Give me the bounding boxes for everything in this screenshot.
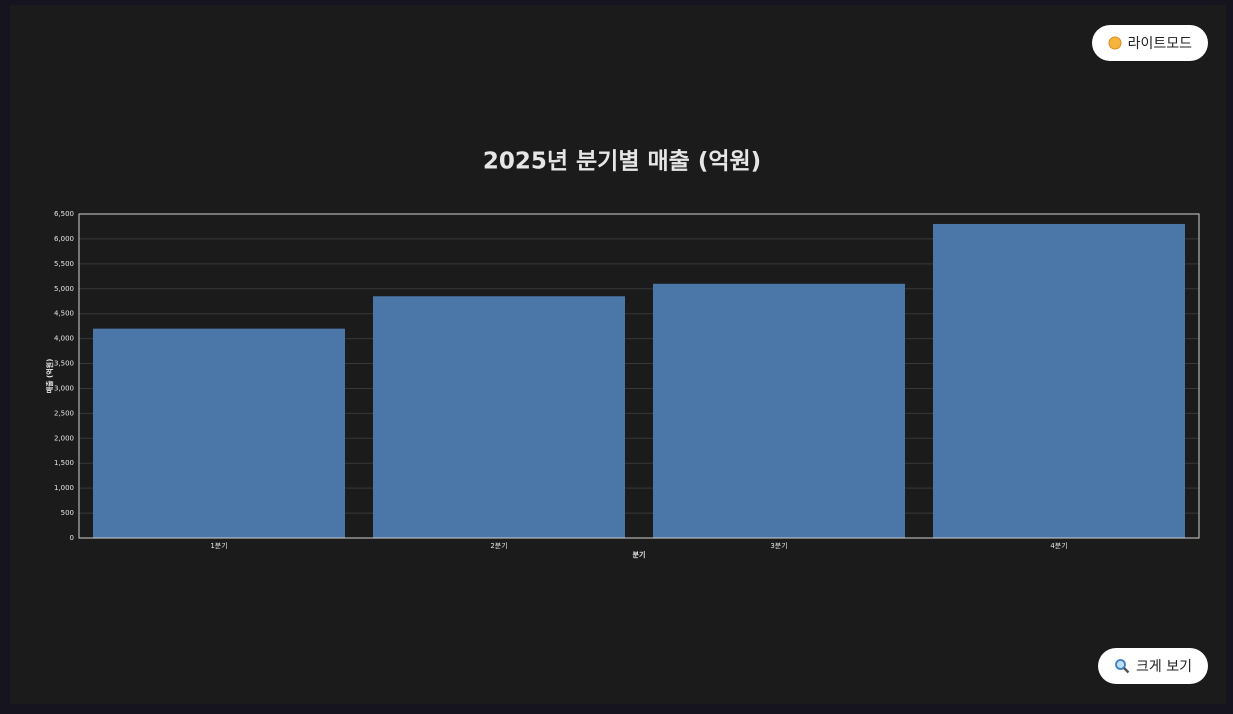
x-tick-label: 2분기 — [490, 541, 507, 550]
theme-label: 라이트모드 — [1127, 36, 1192, 52]
bar — [933, 223, 1185, 538]
bar — [93, 328, 345, 538]
y-tick-label: 3,500 — [54, 360, 74, 368]
y-tick-label: 4,000 — [54, 335, 74, 343]
bar — [653, 283, 905, 538]
y-tick-label: 2,000 — [54, 434, 74, 442]
chart: 2025년 분기별 매출 (억원) 분기 매출 (억원) 0 500 1,000 1,… — [45, 149, 1200, 559]
zoom-label: 크게 보기 — [1136, 659, 1192, 675]
sun-icon — [1108, 36, 1122, 50]
y-tick-label: 1,000 — [54, 484, 74, 492]
bar — [373, 296, 625, 538]
y-tick-label: 5,000 — [54, 285, 74, 293]
magnifier-icon — [1115, 659, 1130, 674]
zoom-button[interactable]: 크게 보기 — [1098, 648, 1208, 684]
y-tick-label: 2,500 — [54, 409, 74, 417]
y-tick-label: 5,500 — [54, 260, 74, 268]
y-tick-label: 500 — [61, 509, 74, 517]
y-tick-label: 0 — [70, 534, 74, 542]
y-tick-label: 3,000 — [54, 384, 74, 392]
y-tick-label: 6,500 — [54, 210, 74, 218]
x-axis-label: 분기 — [633, 550, 646, 559]
theme-toggle[interactable]: 라이트모드 — [1091, 25, 1208, 61]
panel: 2025년 분기별 매출 (억원) 분기 매출 (억원) 0 500 1,000 1,… — [10, 5, 1226, 704]
x-tick-label: 1분기 — [210, 541, 227, 550]
x-tick-label: 3분기 — [770, 541, 787, 550]
y-tick-label: 6,000 — [54, 235, 74, 243]
y-tick-label: 4,500 — [54, 310, 74, 318]
x-tick-label: 4분기 — [1050, 541, 1067, 550]
chart-title: 2025년 분기별 매출 (억원) — [483, 149, 761, 175]
y-axis-label: 매출 (억원) — [45, 359, 54, 394]
plot-frame — [78, 213, 1200, 539]
y-tick-label: 1,500 — [54, 459, 74, 467]
